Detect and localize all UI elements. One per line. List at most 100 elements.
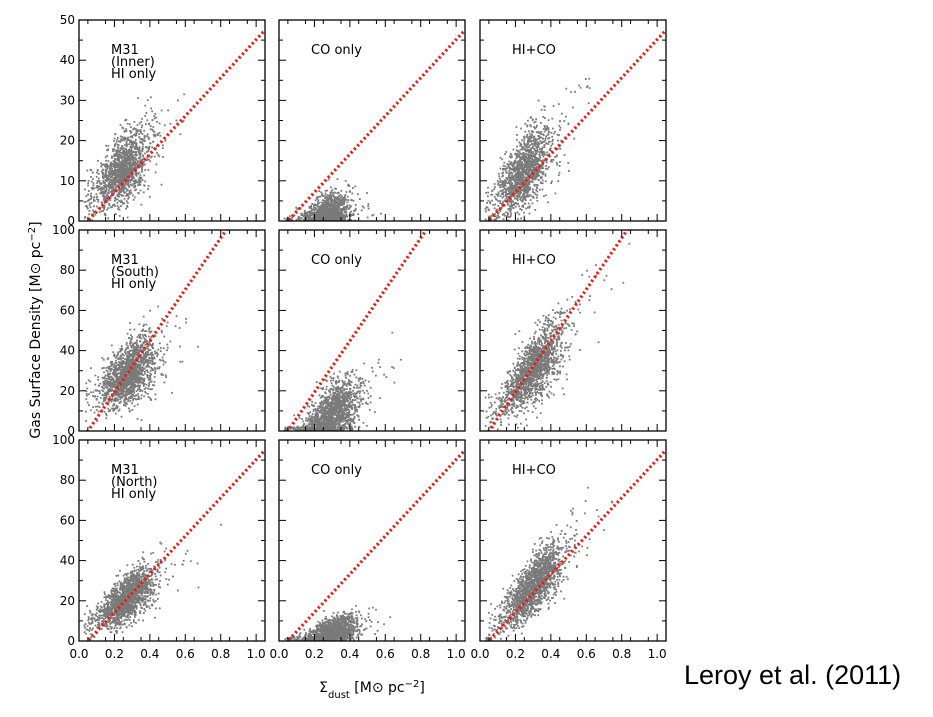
- scatter-point: [321, 203, 324, 206]
- scatter-point: [134, 153, 137, 156]
- scatter-point: [101, 402, 104, 405]
- scatter-point: [502, 188, 505, 191]
- scatter-point: [153, 367, 156, 369]
- scatter-point: [587, 102, 590, 105]
- scatter-point: [538, 174, 541, 177]
- scatter-point: [510, 201, 513, 204]
- scatter-point: [91, 171, 94, 174]
- scatter-point: [343, 214, 346, 217]
- scatter-point: [308, 214, 311, 217]
- scatter-point: [135, 170, 138, 173]
- scatter-point: [542, 133, 544, 136]
- scatter-point: [148, 147, 150, 150]
- scatter-point: [114, 368, 117, 371]
- scatter-point: [132, 399, 134, 402]
- scatter-point: [340, 214, 342, 217]
- scatter-point: [141, 146, 144, 148]
- scatter-point: [139, 164, 142, 167]
- scatter-point: [321, 214, 324, 217]
- scatter-point: [310, 211, 312, 214]
- scatter-point: [559, 126, 562, 129]
- scatter-point: [111, 163, 113, 165]
- scatter-point: [118, 150, 121, 153]
- scatter-point: [488, 215, 490, 218]
- scatter-point: [139, 138, 142, 141]
- scatter-point: [117, 206, 120, 209]
- scatter-point: [330, 214, 333, 217]
- scatter-point: [551, 180, 553, 183]
- scatter-point: [115, 362, 118, 365]
- scatter-point: [534, 120, 537, 123]
- scatter-point: [88, 213, 90, 216]
- scatter-point: [125, 171, 127, 174]
- scatter-point: [552, 158, 555, 161]
- scatter-point: [111, 184, 113, 186]
- scatter-point: [128, 169, 130, 172]
- scatter-point: [115, 181, 118, 183]
- scatter-point: [125, 402, 128, 404]
- scatter-point: [518, 141, 521, 144]
- scatter-point: [531, 163, 534, 165]
- scatter-point: [112, 181, 115, 184]
- scatter-point: [115, 377, 118, 379]
- scatter-point: [133, 405, 136, 407]
- scatter-point: [527, 151, 530, 154]
- scatter-point: [161, 356, 164, 359]
- scatter-point: [124, 129, 126, 132]
- scatter-point: [516, 199, 519, 202]
- scatter-point: [88, 204, 91, 207]
- scatter-point: [327, 201, 330, 204]
- scatter-point: [100, 165, 103, 168]
- scatter-point: [520, 217, 522, 220]
- scatter-point: [112, 170, 114, 172]
- scatter-point: [527, 174, 530, 177]
- scatter-point: [135, 158, 138, 161]
- scatter-point: [115, 161, 117, 164]
- scatter-point: [124, 160, 126, 163]
- scatter-point: [308, 216, 311, 219]
- scatter-point: [138, 157, 140, 159]
- scatter-point: [94, 213, 97, 216]
- scatter-point: [113, 158, 116, 160]
- scatter-point: [532, 165, 535, 168]
- scatter-point: [330, 203, 333, 206]
- scatter-point: [540, 130, 543, 133]
- scatter-point: [132, 182, 135, 185]
- scatter-point: [153, 155, 156, 158]
- scatter-point: [518, 176, 521, 178]
- scatter-point: [516, 202, 519, 205]
- scatter-point: [526, 153, 528, 156]
- scatter-point: [150, 373, 152, 376]
- scatter-point: [507, 212, 509, 214]
- scatter-point: [508, 176, 510, 179]
- scatter-point: [319, 211, 322, 213]
- scatter-point: [103, 190, 105, 193]
- panel-annotation-line: CO only: [311, 43, 362, 58]
- scatter-point: [293, 214, 296, 217]
- scatter-point: [538, 155, 541, 157]
- scatter-point: [147, 347, 149, 350]
- scatter-point: [113, 145, 116, 148]
- scatter-point: [344, 180, 347, 182]
- scatter-point: [334, 204, 336, 207]
- scatter-point: [522, 196, 525, 199]
- scatter-point: [547, 119, 550, 122]
- scatter-point: [116, 189, 119, 192]
- scatter-point: [136, 147, 139, 150]
- scatter-point: [124, 136, 127, 139]
- scatter-point: [532, 147, 534, 149]
- scatter-point: [114, 375, 116, 377]
- scatter-point: [118, 385, 121, 387]
- scatter-point: [335, 201, 338, 204]
- scatter-point: [131, 140, 134, 143]
- scatter-point: [113, 169, 116, 172]
- scatter-point: [330, 186, 332, 189]
- scatter-point: [541, 146, 544, 149]
- reference-line: [285, 28, 465, 221]
- scatter-point: [162, 360, 165, 363]
- scatter-point: [117, 174, 120, 177]
- scatter-point: [101, 357, 104, 359]
- scatter-point: [116, 138, 119, 141]
- scatter-point: [106, 164, 109, 166]
- scatter-point: [556, 148, 559, 150]
